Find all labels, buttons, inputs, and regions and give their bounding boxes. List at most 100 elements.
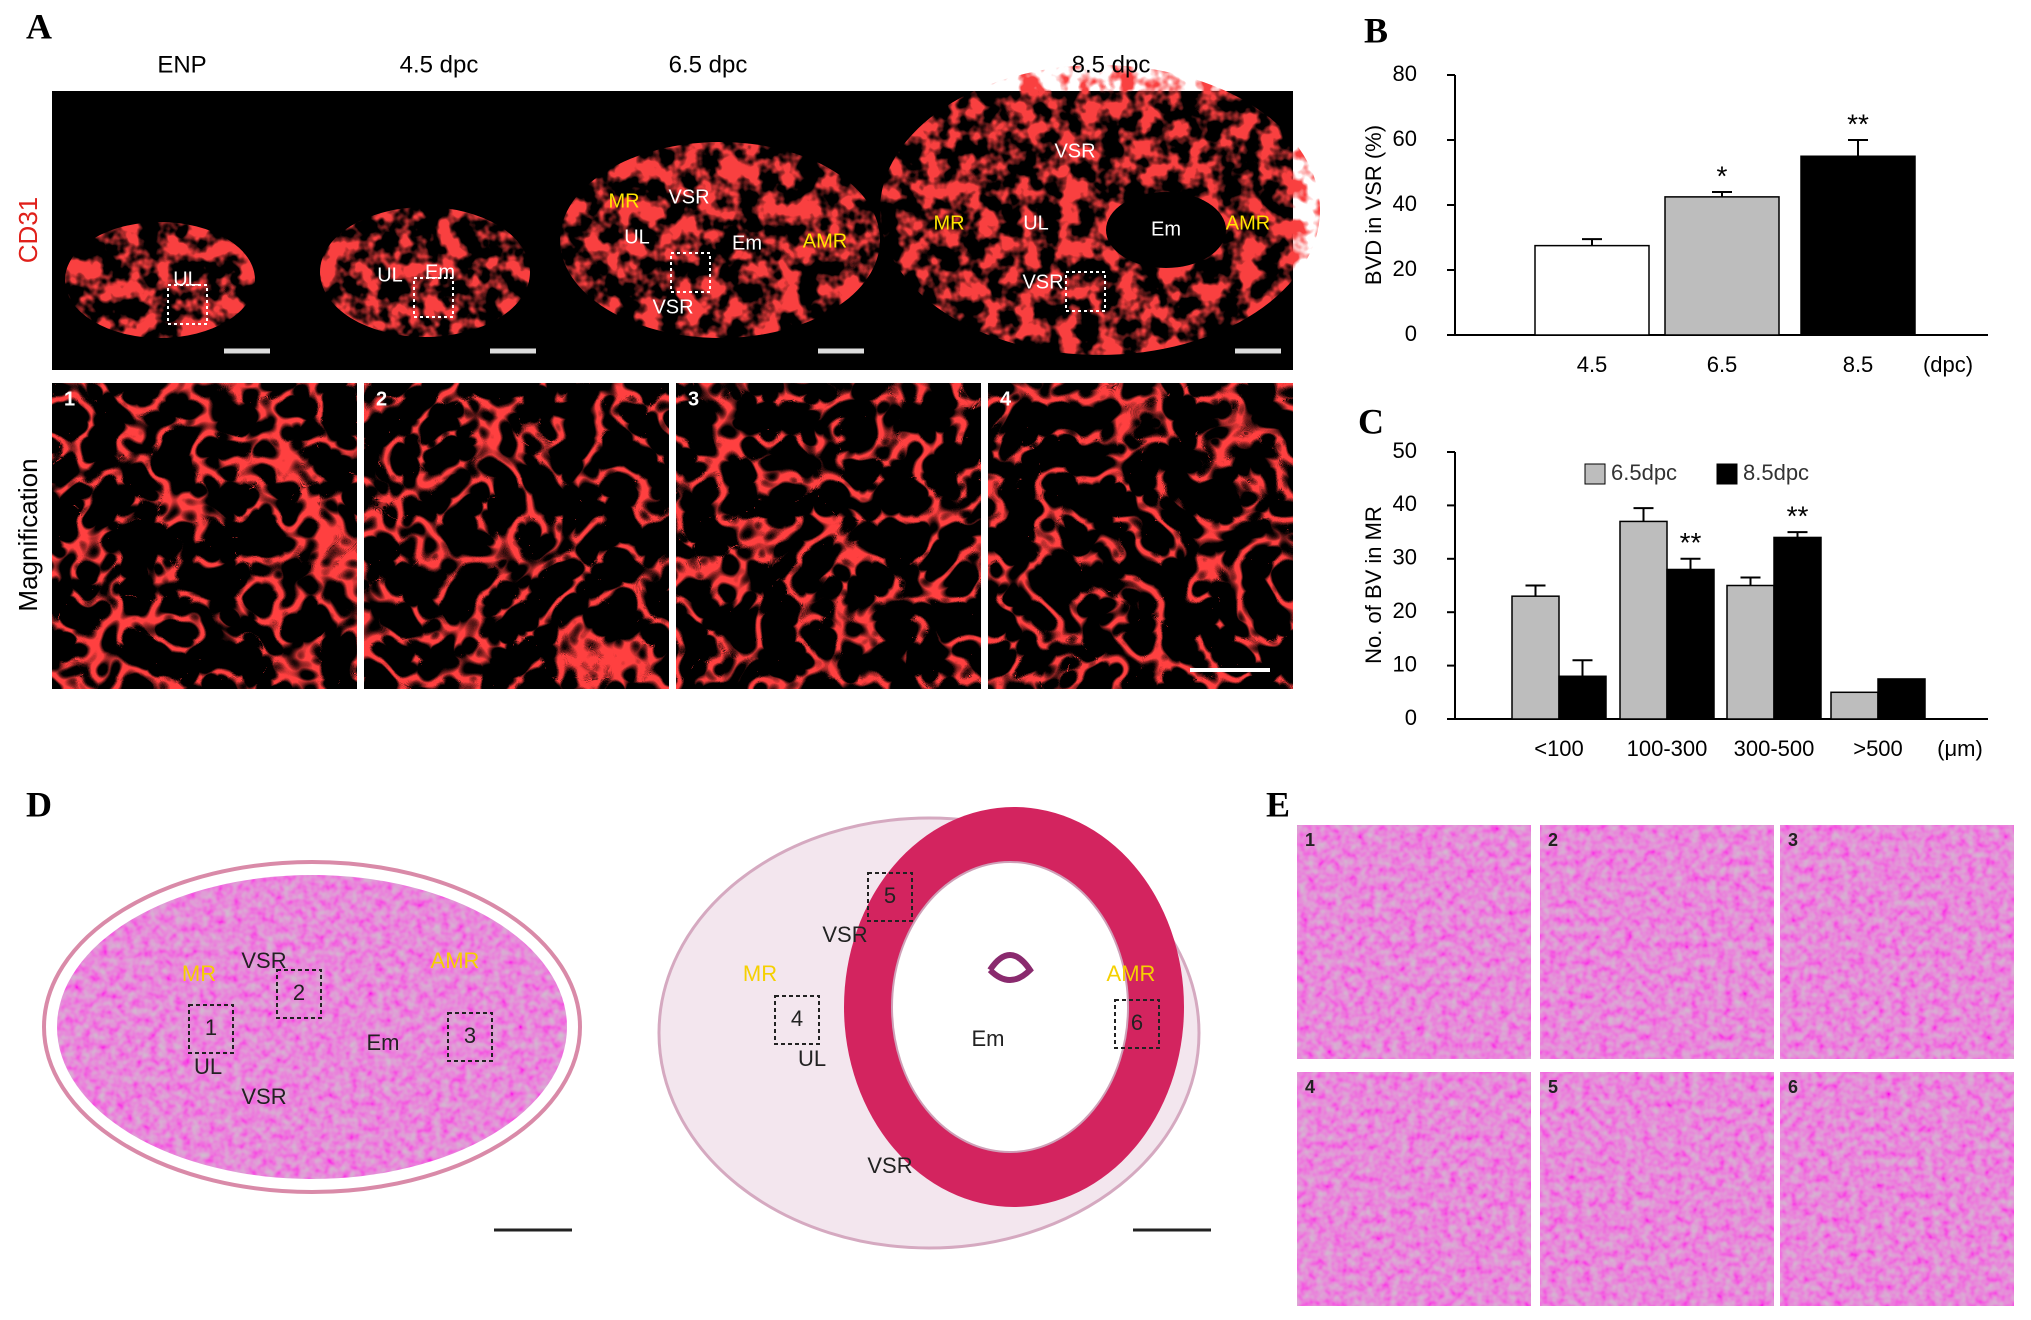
section-label: VSR <box>867 1153 912 1178</box>
tile <box>1780 825 2014 1059</box>
section-label: VSR <box>822 922 867 947</box>
section-label: UL <box>624 226 650 248</box>
he-section <box>57 875 567 1179</box>
panel-letter: E <box>1266 784 1290 824</box>
roi-box <box>167 284 208 325</box>
section-label: Em <box>425 261 455 283</box>
y-tick-label: 80 <box>1393 61 1417 86</box>
tile-texture <box>364 383 669 689</box>
section-label: UL <box>1023 212 1049 234</box>
roi-box <box>447 1012 493 1062</box>
bar <box>1511 595 1560 720</box>
section <box>320 207 530 337</box>
section-label: MR <box>182 961 216 986</box>
embryo-cavity <box>1106 192 1226 268</box>
tile-number: 6 <box>1788 1077 1798 1097</box>
tiles <box>52 383 1293 689</box>
y-tick-label: 50 <box>1393 438 1417 463</box>
column-label: ENP <box>157 51 206 78</box>
y-tick-label: 30 <box>1393 545 1417 570</box>
roi-box <box>1114 999 1160 1049</box>
roi-box <box>1065 271 1106 312</box>
section-label: VSR <box>668 186 709 208</box>
section-label: VSR <box>1054 140 1095 162</box>
embryo-cavity <box>891 861 1129 1153</box>
tile-number: 3 <box>1788 830 1798 850</box>
x-tick-label: 100-300 <box>1627 736 1708 761</box>
roi-box <box>670 252 711 293</box>
roi-number: 5 <box>884 883 896 908</box>
y-tick-label: 60 <box>1393 126 1417 151</box>
legend-swatch <box>1716 463 1738 485</box>
x-unit: (μm) <box>1937 736 1983 761</box>
roi-box <box>188 1004 234 1054</box>
roi-number: 1 <box>205 1015 217 1040</box>
section-label: VSR <box>241 1084 286 1109</box>
tile-number: 5 <box>1548 1077 1558 1097</box>
significance: ** <box>1680 527 1702 558</box>
tile-number: 4 <box>1305 1077 1315 1097</box>
tile-texture <box>988 383 1293 689</box>
tile <box>1540 825 1774 1059</box>
roi-number: 4 <box>791 1006 803 1031</box>
bar <box>1664 196 1780 336</box>
legend-label: 8.5dpc <box>1743 460 1809 485</box>
tile-texture <box>676 383 981 689</box>
y-tick-label: 10 <box>1393 651 1417 676</box>
tile-texture <box>52 383 357 689</box>
section-label: UL <box>377 264 403 286</box>
y-tick-label: 40 <box>1393 491 1417 516</box>
legend-swatch <box>1584 463 1606 485</box>
section-label: MR <box>743 961 777 986</box>
section-label: VSR <box>241 948 286 973</box>
bar <box>1830 691 1879 720</box>
section-label: MR <box>608 190 639 212</box>
section <box>880 65 1320 355</box>
panel-letter: B <box>1364 10 1388 50</box>
column-label: 8.5 dpc <box>1072 51 1151 78</box>
roi-box <box>774 995 820 1045</box>
bar <box>1800 155 1916 336</box>
y-axis-label: BVD in VSR (%) <box>1361 125 1386 285</box>
significance: ** <box>1787 500 1809 531</box>
significance: ** <box>1847 108 1869 139</box>
roi-box <box>413 277 454 318</box>
roi-number: 3 <box>464 1023 476 1048</box>
bar <box>1877 678 1926 720</box>
tile <box>1540 1072 1774 1306</box>
column-label: 4.5 dpc <box>400 51 479 78</box>
significance: * <box>1717 160 1728 191</box>
section-label: AMR <box>1226 212 1270 234</box>
x-tick-label: 300-500 <box>1734 736 1815 761</box>
tile-number: 1 <box>64 388 75 410</box>
section-label: Em <box>367 1030 400 1055</box>
tile-number: 1 <box>1305 830 1315 850</box>
bar <box>1726 584 1775 720</box>
tile <box>1780 1072 2014 1306</box>
legend-label: 6.5dpc <box>1611 460 1677 485</box>
he-tiles <box>1297 825 2014 1306</box>
section-label: Em <box>732 232 762 254</box>
roi-number: 6 <box>1131 1010 1143 1035</box>
y-tick-label: 40 <box>1393 191 1417 216</box>
section-label: VSR <box>1022 271 1063 293</box>
tile <box>1297 1072 1531 1306</box>
section-label: UL <box>194 1054 222 1079</box>
bar <box>1619 520 1668 720</box>
roi-box <box>867 872 913 922</box>
column-label: 6.5 dpc <box>669 51 748 78</box>
bar <box>1558 675 1607 720</box>
section-label: AMR <box>431 948 480 973</box>
y-tick-label: 20 <box>1393 256 1417 281</box>
x-tick-label: <100 <box>1534 736 1584 761</box>
panel-letter: D <box>26 784 52 824</box>
y-tick-label: 20 <box>1393 598 1417 623</box>
tile-number: 4 <box>1000 388 1012 410</box>
y-tick-label: 0 <box>1405 321 1417 346</box>
x-tick-label: 8.5 <box>1843 352 1874 377</box>
x-tick-label: 6.5 <box>1707 352 1738 377</box>
section-label: UL <box>798 1046 826 1071</box>
section-label: Em <box>1151 218 1181 240</box>
panel-letter: A <box>26 6 52 46</box>
